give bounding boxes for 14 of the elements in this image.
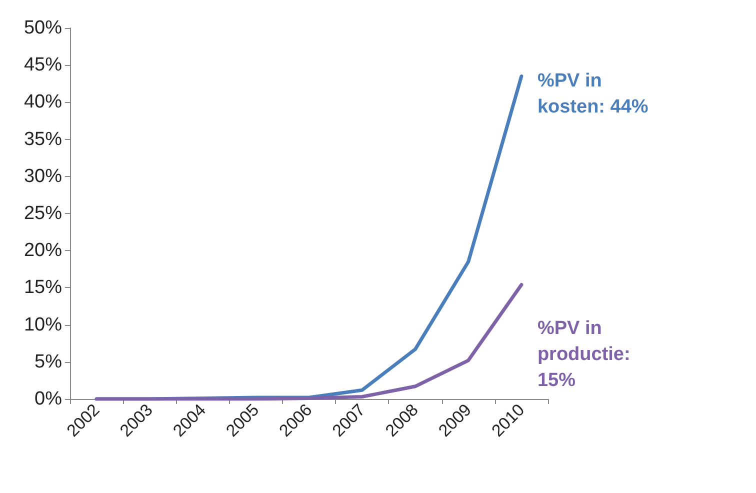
y-tick-label: 50% bbox=[24, 18, 62, 38]
line-series bbox=[94, 282, 524, 401]
series-label: %PV in productie: 15% bbox=[537, 318, 636, 392]
y-tick-label: 40% bbox=[24, 92, 62, 113]
y-tick-label: 15% bbox=[24, 277, 62, 298]
series-label: %PV in kosten: 44% bbox=[537, 70, 648, 118]
y-tick-label: 0% bbox=[34, 388, 62, 410]
y-tick-label: 25% bbox=[24, 203, 62, 224]
y-tick-label: 45% bbox=[24, 54, 62, 76]
y-tick-label: 20% bbox=[24, 240, 62, 262]
y-tick-label: 30% bbox=[24, 166, 62, 187]
y-tick-label: 10% bbox=[24, 314, 62, 336]
y-tick-label: 35% bbox=[24, 128, 62, 150]
y-tick-label: 5% bbox=[34, 351, 62, 372]
